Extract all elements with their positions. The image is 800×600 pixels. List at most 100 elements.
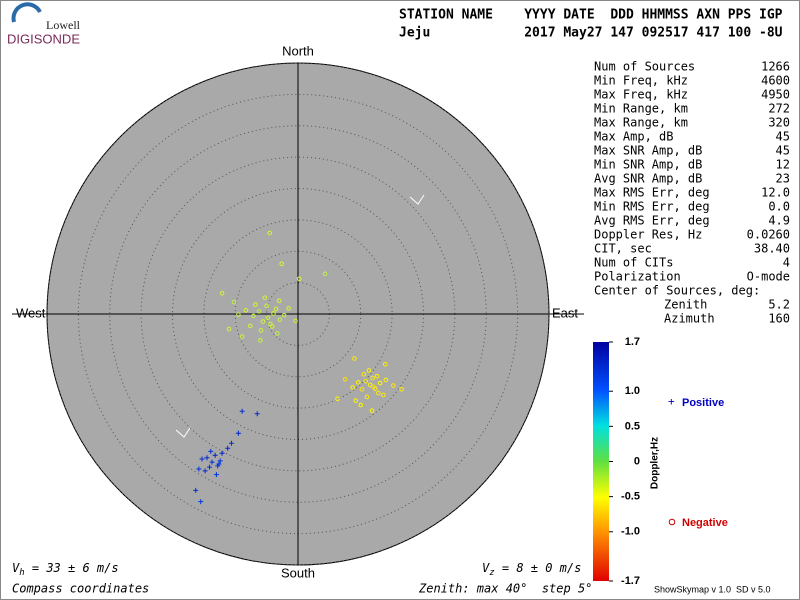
legend-symbol xyxy=(668,518,676,526)
colorbar-tick-label: -1.7 xyxy=(621,575,640,587)
source-positive xyxy=(204,455,210,461)
chevron xyxy=(175,427,191,438)
logo-bottom: DIGISONDE xyxy=(7,31,80,46)
source-positive xyxy=(239,408,245,414)
vz-symbol: V xyxy=(482,561,490,575)
stat-label: Min RMS Err, deg xyxy=(594,200,710,214)
legend-symbol: + xyxy=(668,395,675,408)
direction-label: East xyxy=(552,305,578,320)
source-negative xyxy=(374,373,380,379)
stat-value: O-mode xyxy=(747,270,790,284)
source-negative xyxy=(243,307,249,313)
source-negative xyxy=(279,261,284,267)
colorbar-tick-label: 0 xyxy=(634,455,640,467)
source-positive xyxy=(219,450,225,456)
source-negative xyxy=(381,392,386,398)
source-negative xyxy=(219,290,225,296)
source-negative xyxy=(383,377,389,383)
colorbar-tick-label: 0.5 xyxy=(625,420,640,432)
colorbar-tick-label: -0.5 xyxy=(621,491,640,503)
legend-entry: Positive xyxy=(682,397,724,409)
source-negative xyxy=(342,376,348,382)
vh: Vh = 33 ± 6 m/s xyxy=(12,561,119,578)
stat-value: 45 xyxy=(776,130,790,144)
source-positive xyxy=(213,472,219,478)
stats-table: Num of Sources 1266 Min Freq, kHz 4600 Max F… xyxy=(594,60,790,326)
stat-value: 272 xyxy=(768,102,790,116)
stat-value: 45 xyxy=(776,144,790,158)
source-negative xyxy=(353,398,359,403)
version: ShowSkymap v 1.0 SD v 5.0 xyxy=(654,584,771,594)
header-row: Jeju 2017 May27 147 092517 417 100 -8U xyxy=(399,26,783,41)
source-negative xyxy=(363,378,369,384)
source-negative xyxy=(226,326,232,332)
source-negative xyxy=(335,396,340,402)
stat-label: Max Range, km xyxy=(594,116,688,130)
source-negative xyxy=(296,276,302,282)
stat-value: 38.40 xyxy=(754,242,790,256)
source-negative xyxy=(262,295,268,300)
source-negative xyxy=(260,319,266,324)
source-negative xyxy=(359,387,365,392)
source-positive xyxy=(207,464,213,470)
colorbar-axis: 1.7 1.0 0.5 0 -0.5 -1.0 -1.7 xyxy=(609,336,640,587)
source-positive xyxy=(254,411,260,417)
stat-value: 0.0260 xyxy=(747,228,790,242)
vz-sub: z xyxy=(489,568,494,578)
skymap: North South West East xyxy=(12,43,584,580)
stat-value: 4 xyxy=(783,256,790,270)
source-positive xyxy=(216,461,222,467)
source-negative xyxy=(236,312,241,317)
stat-value: 160 xyxy=(768,312,790,326)
source-negative xyxy=(267,230,273,236)
stat-heading: Center of Sources, deg: xyxy=(594,284,760,298)
source-negative xyxy=(256,309,262,314)
stat-value: 5.2 xyxy=(768,298,790,312)
source-negative xyxy=(271,311,276,316)
source-positive xyxy=(212,452,218,458)
vh-sub: h xyxy=(19,568,24,578)
source-positive xyxy=(193,487,199,493)
stat-label: Azimuth xyxy=(664,312,715,326)
stat-value: 23 xyxy=(776,172,790,186)
source-positive xyxy=(198,499,204,505)
colorbar-tick-label: -1.0 xyxy=(621,526,640,538)
source-negative xyxy=(258,338,263,343)
stat-label: Max Freq, kHz xyxy=(594,88,688,102)
source-negative xyxy=(355,380,361,385)
source-negative xyxy=(293,318,298,324)
source-negative xyxy=(364,394,370,400)
colorbar-tick-label: 1.0 xyxy=(625,385,640,397)
logo-swoosh xyxy=(11,2,42,23)
direction-label: North xyxy=(282,43,314,58)
source-positive xyxy=(235,430,241,436)
source-negative xyxy=(286,306,291,311)
source-negative xyxy=(231,299,237,305)
source-negative xyxy=(371,384,376,390)
colorbar-label: Doppler,Hz xyxy=(650,437,661,489)
vh-symbol: V xyxy=(12,561,20,575)
source-negative xyxy=(253,302,258,307)
source-negative xyxy=(366,368,372,373)
logo-top: Lowell xyxy=(46,18,81,32)
source-negative xyxy=(251,313,256,319)
source-negative xyxy=(350,385,355,390)
zenith-note: Zenith: max 40° step 5° xyxy=(418,582,592,596)
source-negative xyxy=(239,334,245,339)
colorbar-tick-label: 1.7 xyxy=(625,336,640,348)
source-positive xyxy=(209,459,215,465)
stat-label: Num of Sources xyxy=(594,60,695,74)
source-negative xyxy=(276,298,282,304)
source-negative xyxy=(258,328,264,333)
colorbar xyxy=(593,342,609,581)
source-negative xyxy=(273,306,279,312)
source-negative xyxy=(265,315,271,321)
stat-value: 4.9 xyxy=(768,214,790,228)
stat-value: 4950 xyxy=(761,88,790,102)
source-negative xyxy=(361,371,367,377)
stat-label: Max Amp, dB xyxy=(594,130,673,144)
source-negative xyxy=(281,312,287,318)
stat-label: Zenith xyxy=(664,298,707,312)
header-row: STATION NAME YYYY DATE DDD HHMMSS AXN PP… xyxy=(399,8,783,23)
